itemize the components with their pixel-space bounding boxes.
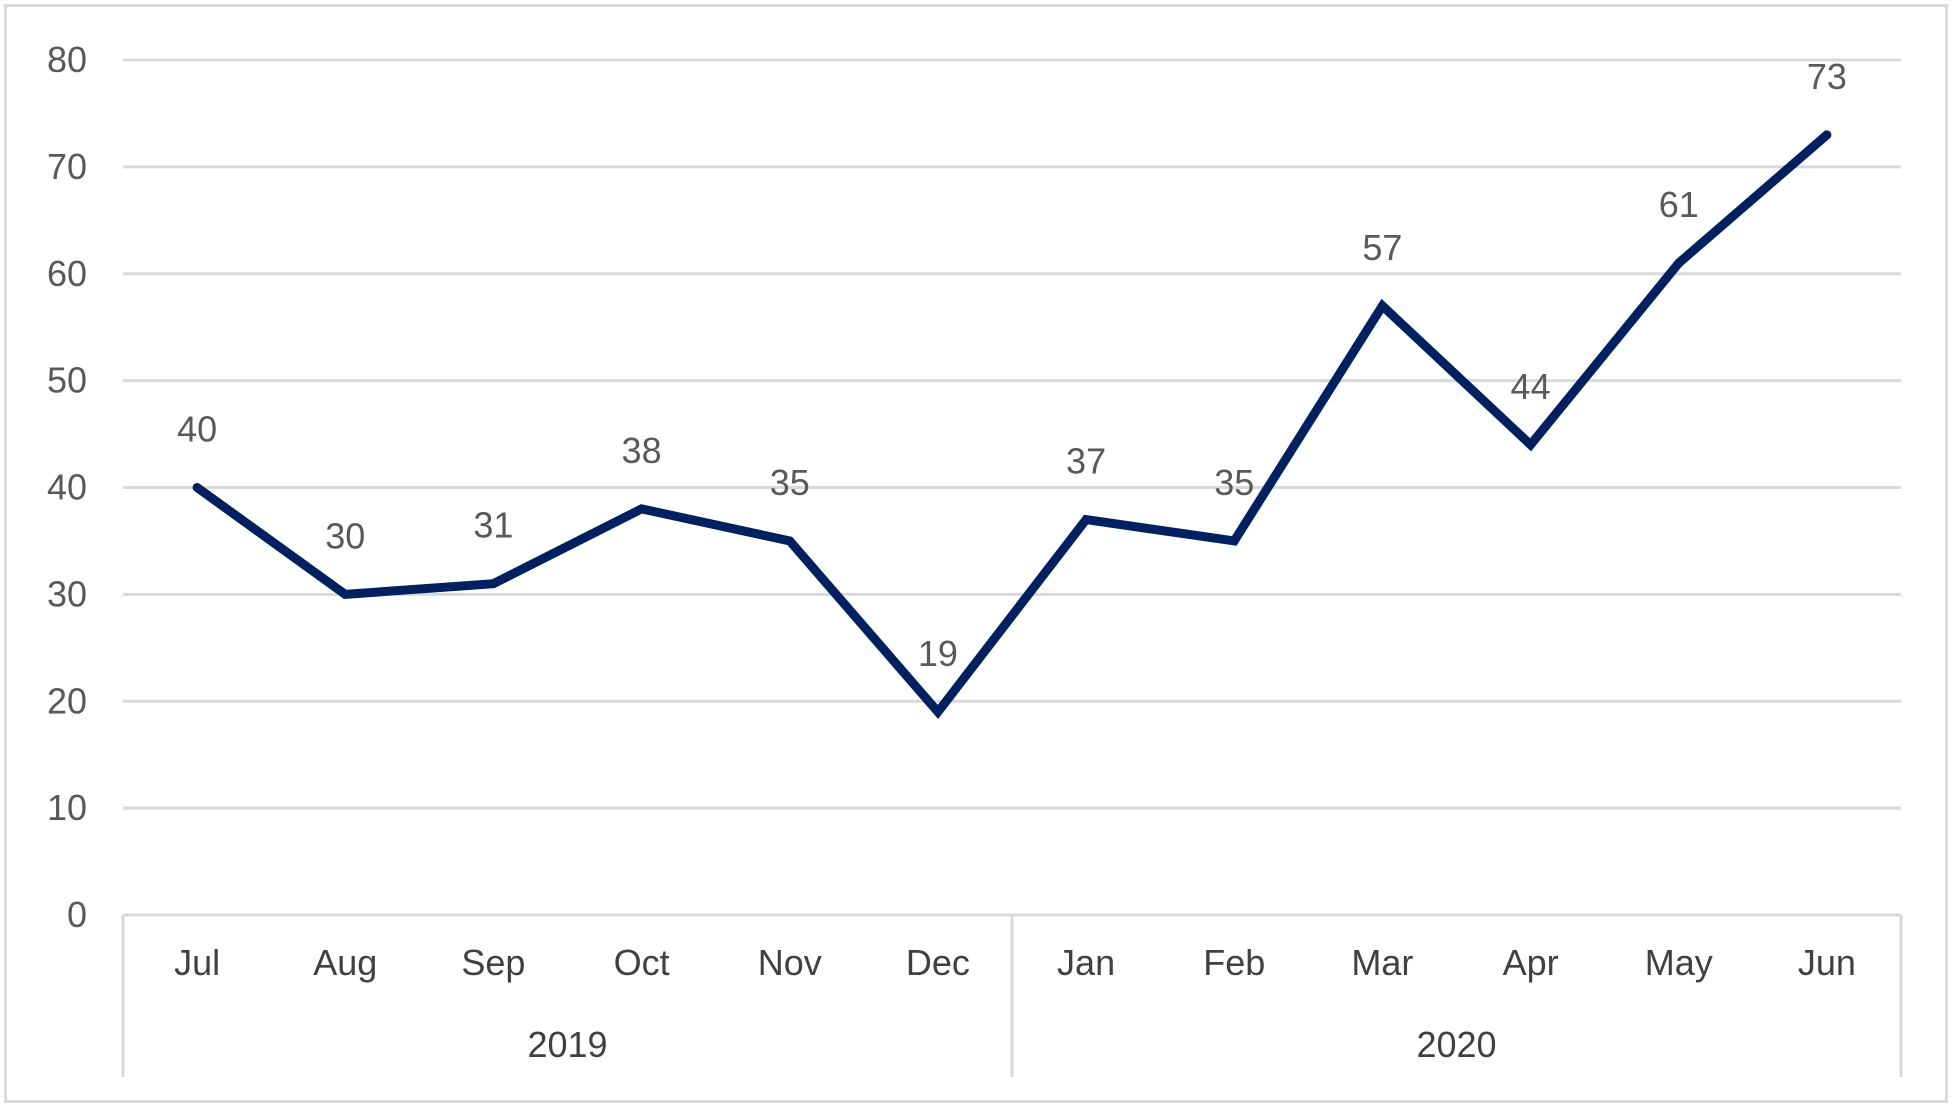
data-label: 35 xyxy=(770,462,810,503)
y-tick-label: 20 xyxy=(47,680,87,721)
series-line xyxy=(192,130,1832,720)
data-label: 61 xyxy=(1659,184,1699,225)
value-axis-labels: 0 10 20 30 40 50 60 70 80 xyxy=(47,39,87,935)
y-tick-label: 10 xyxy=(47,787,87,828)
x-tick-label: Jun xyxy=(1798,942,1856,983)
x-tick-label: May xyxy=(1645,942,1713,983)
x-tick-label: Mar xyxy=(1351,942,1413,983)
x-tick-label: Aug xyxy=(313,942,377,983)
y-tick-label: 40 xyxy=(47,467,87,508)
year-labels: 2019 2020 xyxy=(527,1024,1496,1065)
line-chart: 0 10 20 30 40 50 60 70 80 Jul Aug Sep Oct Nov Dec Jan F… xyxy=(47,39,1903,1077)
data-label: 19 xyxy=(918,633,958,674)
chart-area: 0 10 20 30 40 50 60 70 80 Jul Aug Sep Oct Nov Dec Jan F… xyxy=(4,4,1948,1103)
data-labels: 40 30 31 38 35 19 37 35 57 44 61 73 xyxy=(177,56,1847,674)
y-tick-label: 30 xyxy=(47,573,87,614)
y-tick-label: 60 xyxy=(47,253,87,294)
x-tick-label: Dec xyxy=(906,942,970,983)
data-label: 40 xyxy=(177,409,217,450)
gridlines xyxy=(123,58,1901,810)
y-tick-label: 50 xyxy=(47,360,87,401)
x-tick-label: Nov xyxy=(758,942,822,983)
x-tick-label: Oct xyxy=(614,942,670,983)
data-label: 30 xyxy=(325,515,365,556)
x-tick-label: Apr xyxy=(1503,942,1559,983)
x-tick-label: Jan xyxy=(1057,942,1115,983)
data-label: 35 xyxy=(1214,462,1254,503)
x-tick-label: Sep xyxy=(461,942,525,983)
y-tick-label: 0 xyxy=(67,894,87,935)
x-tick-label: Feb xyxy=(1203,942,1265,983)
data-label: 73 xyxy=(1807,56,1847,97)
y-tick-label: 70 xyxy=(47,146,87,187)
data-label: 31 xyxy=(473,505,513,546)
data-label: 37 xyxy=(1066,441,1106,482)
x-tick-label: Jul xyxy=(174,942,220,983)
data-label: 57 xyxy=(1362,227,1402,268)
category-axis xyxy=(121,913,1903,1077)
y-tick-label: 80 xyxy=(47,39,87,80)
group-label: 2019 xyxy=(527,1024,607,1065)
data-label: 38 xyxy=(622,430,662,471)
series xyxy=(192,130,1832,720)
group-label: 2020 xyxy=(1416,1024,1496,1065)
category-labels: Jul Aug Sep Oct Nov Dec Jan Feb Mar Apr May Jun xyxy=(174,942,1856,983)
data-label: 44 xyxy=(1511,366,1551,407)
